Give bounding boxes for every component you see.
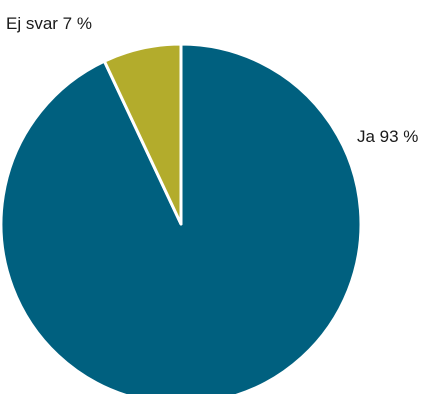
slice-label-ja: Ja 93 % [357, 127, 418, 146]
pie-slice-ej-svar [102, 42, 183, 226]
pie-slices [0, 42, 363, 394]
slice-label-ej-svar: Ej svar 7 % [6, 14, 92, 33]
pie-slice-ja [0, 42, 363, 394]
